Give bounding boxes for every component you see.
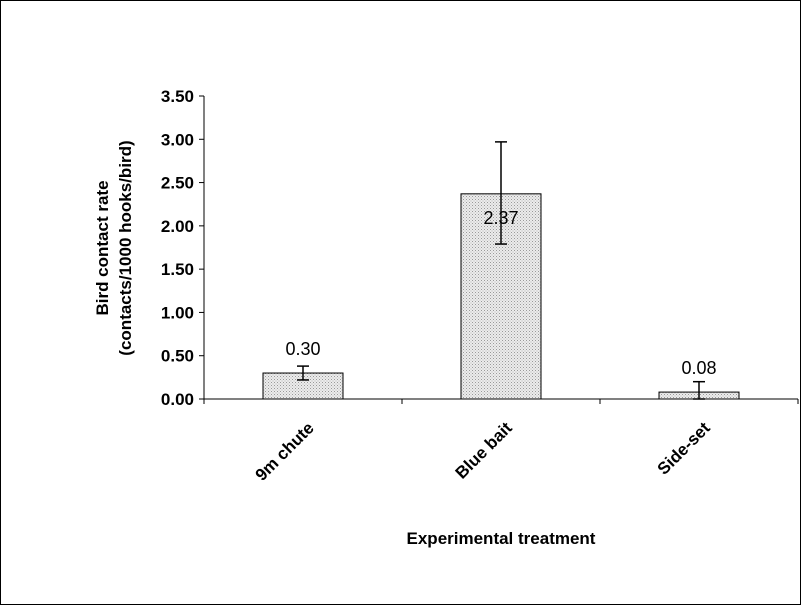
y-tick-label: 0.50 [161,347,194,366]
data-label: 0.30 [285,339,320,359]
y-tick-label: 3.00 [161,130,194,149]
x-tick-label: Blue bait [452,418,516,482]
y-tick-label: 2.50 [161,174,194,193]
y-tick-label: 0.00 [161,390,194,409]
data-label: 2.37 [483,208,518,228]
y-tick-label: 3.50 [161,87,194,106]
x-tick-label: Side-set [654,418,714,478]
bar [460,193,542,400]
y-axis-title: Bird contact rate (contacts/1000 hooks/bi… [93,140,135,355]
axes: 0.00 0.50 1.00 1.50 2.00 2.50 3.00 3.50 [161,87,799,409]
y-axis-title-line: Bird contact rate [93,180,112,315]
y-tick-label: 2.00 [161,217,194,236]
y-tick-label: 1.00 [161,303,194,322]
y-tick-label: 1.50 [161,260,194,279]
bars [262,141,740,400]
x-tick-label: 9m chute [252,418,318,484]
data-label: 0.08 [681,358,716,378]
x-axis-title: Experimental treatment [407,529,596,548]
y-axis-title-line: (contacts/1000 hooks/bird) [116,140,135,355]
